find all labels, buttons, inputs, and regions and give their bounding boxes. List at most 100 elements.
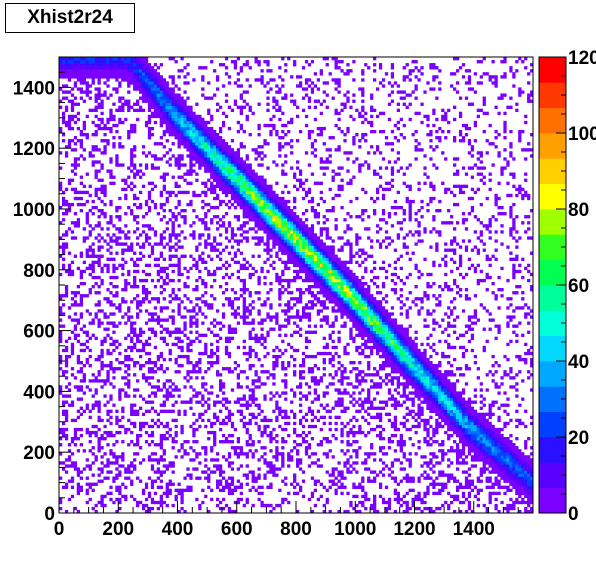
heatmap-cell [88,415,92,420]
heatmap-cell [162,281,166,286]
heatmap-cell [328,245,332,249]
heatmap-cell [236,467,241,471]
heatmap-cell [304,81,309,85]
heatmap-cell [136,227,140,231]
heatmap-cell [278,275,282,280]
heatmap-cell [150,166,155,170]
heatmap-cell [195,324,199,328]
heatmap-cell [144,278,149,283]
heatmap-cell [275,364,279,368]
heatmap-cell [85,464,89,468]
heatmap-cell [144,321,149,325]
heatmap-cell [192,236,196,240]
heatmap-cell [97,357,101,362]
heatmap-cell [195,303,199,307]
heatmap-cell [106,461,110,465]
heatmap-cell [201,93,205,97]
heatmap-cell [281,248,285,252]
heatmap-cell [263,178,267,182]
heatmap-cell [144,99,149,103]
heatmap-cell [260,266,264,271]
heatmap-cell [70,330,75,334]
heatmap-cell [272,205,276,210]
heatmap-cell [171,440,175,444]
heatmap-cell [307,330,312,334]
heatmap-cell [278,145,282,149]
heatmap-cell [127,379,131,383]
heatmap-cell [70,87,75,91]
heatmap-cell [177,303,181,307]
heatmap-cell [115,473,119,477]
heatmap-cell [156,81,161,85]
heatmap-cell [275,467,279,471]
heatmap-cell [112,266,116,271]
heatmap-cell [100,339,104,344]
heatmap-cell [124,212,128,216]
heatmap-cell [275,193,279,198]
heatmap-cell [328,324,332,328]
heatmap-cell [204,169,208,173]
heatmap-cell [248,193,252,198]
heatmap-cell [171,230,175,234]
heatmap-cell [127,418,131,423]
heatmap-cell [168,120,172,125]
heatmap-cell [130,129,134,134]
heatmap-cell [216,221,220,225]
heatmap-cell [159,142,163,146]
heatmap-cell [183,236,187,240]
heatmap-cell [88,364,92,368]
heatmap-cell [293,263,297,268]
heatmap-cell [257,190,261,195]
heatmap-cell [64,427,69,432]
heatmap-cell [165,342,169,347]
heatmap-cell [218,129,223,134]
heatmap-cell [153,297,158,301]
heatmap-cell [287,421,291,426]
heatmap-cell [251,388,255,392]
heatmap-cell [304,242,309,246]
heatmap-cell [91,227,95,231]
heatmap-cell [307,236,312,240]
heatmap-cell [210,151,214,155]
heatmap-cell [257,427,261,432]
heatmap-cell [118,60,122,64]
heatmap-cell [251,184,255,189]
heatmap-cell [79,175,83,179]
heatmap-cell [153,345,158,350]
heatmap-cell [269,437,273,441]
heatmap-cell [59,181,63,185]
heatmap-cell [216,467,220,471]
heatmap-cell [115,154,119,158]
heatmap-cell [61,202,66,207]
heatmap-cell [115,57,119,61]
heatmap-cell [153,75,158,79]
heatmap-cell [266,242,270,246]
heatmap-cell [150,458,155,462]
heatmap-cell [307,129,312,134]
heatmap-cell [296,452,300,456]
heatmap-cell [183,102,187,106]
heatmap-cell [141,254,146,258]
heatmap-cell [133,345,137,350]
heatmap-cell [322,315,326,319]
heatmap-cell [73,60,78,64]
heatmap-cell [82,342,86,347]
heatmap-cell [147,102,152,106]
heatmap-cell [171,342,175,347]
heatmap-cell [136,87,140,91]
heatmap-cell [216,266,220,271]
heatmap-cell [162,202,166,207]
heatmap-cell [180,57,184,61]
heatmap-cell [156,443,161,447]
heatmap-cell [313,272,318,277]
heatmap-cell [210,166,214,170]
heatmap-cell [70,373,75,377]
heatmap-cell [133,202,137,207]
heatmap-cell [109,300,113,304]
heatmap-cell [59,500,63,505]
heatmap-cell [230,272,235,277]
heatmap-cell [272,437,276,441]
heatmap-cell [245,181,249,185]
heatmap-cell [278,467,282,471]
heatmap-cell [186,342,190,347]
